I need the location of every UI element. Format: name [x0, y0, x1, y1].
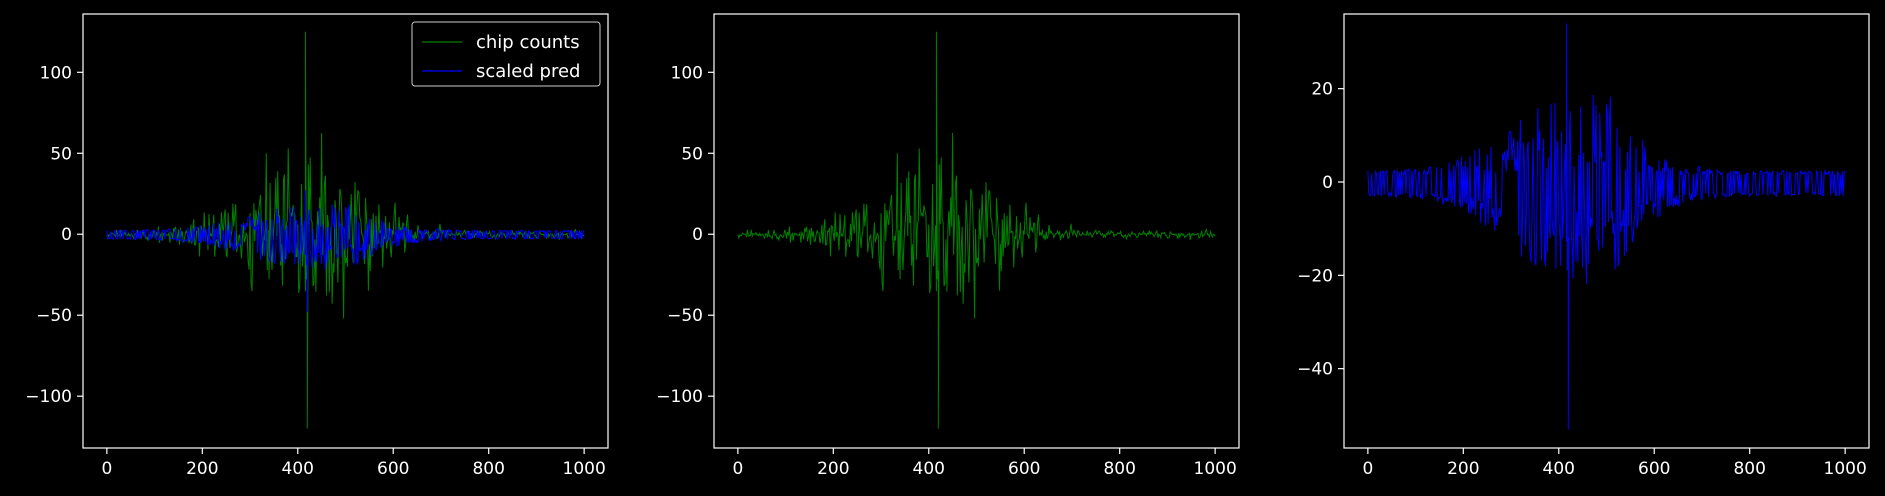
y-tick-label: −100 [656, 387, 703, 407]
y-tick-label: 100 [40, 63, 72, 83]
legend-box [411, 21, 601, 87]
y-tick-label: −50 [667, 306, 703, 326]
y-tick-label: −100 [25, 387, 72, 407]
y-tick-label: 0 [61, 225, 72, 245]
y-tick-label: 0 [692, 225, 703, 245]
x-tick-label: 800 [472, 459, 504, 479]
subplot-2: 0 200 400 600 800 1000 −100 −50 0 50 100 [656, 13, 1240, 479]
y-tick-label: −50 [36, 306, 72, 326]
axes-frame [82, 13, 609, 449]
y-tick-label: 50 [50, 144, 72, 164]
subplot-3: 0 200 400 600 800 1000 −40 −20 0 20 [1297, 13, 1870, 479]
x-tick-label: 800 [1733, 459, 1765, 479]
x-tick-label: 1000 [1824, 459, 1867, 479]
series-line-counts [737, 31, 1216, 429]
legend-label: chip counts [476, 32, 580, 53]
y-tick-label: 0 [1322, 173, 1333, 193]
x-tick-label: 600 [377, 459, 409, 479]
y-tick-label: −40 [1297, 360, 1333, 380]
x-tick-label: 800 [1103, 459, 1135, 479]
y-tick-label: −20 [1297, 266, 1333, 286]
x-tick-label: 0 [732, 459, 743, 479]
x-tick-label: 0 [101, 459, 112, 479]
legend: chip counts scaled pred [411, 21, 601, 87]
y-tick-label: 100 [671, 63, 703, 83]
y-tick-label: 50 [681, 144, 703, 164]
x-tick-label: 200 [186, 459, 218, 479]
y-tick-label: 20 [1311, 80, 1333, 100]
series-line-scaled-pred [106, 190, 585, 313]
x-tick-label: 200 [817, 459, 849, 479]
x-tick-label: 400 [1543, 459, 1575, 479]
series-line-pred [1367, 23, 1846, 430]
x-tick-label: 200 [1447, 459, 1479, 479]
x-tick-label: 1000 [1194, 459, 1237, 479]
x-tick-label: 600 [1008, 459, 1040, 479]
x-tick-label: 1000 [563, 459, 606, 479]
axes-frame [1343, 13, 1870, 449]
x-tick-label: 400 [282, 459, 314, 479]
x-tick-label: 400 [913, 459, 945, 479]
x-tick-label: 600 [1638, 459, 1670, 479]
x-tick-label: 0 [1362, 459, 1373, 479]
series-line-chip-counts [106, 31, 585, 429]
axes-frame [713, 13, 1240, 449]
subplot-1: 0 200 400 600 800 1000 −100 −50 0 50 100 chip count… [25, 13, 609, 479]
legend-label: scaled pred [476, 61, 580, 82]
